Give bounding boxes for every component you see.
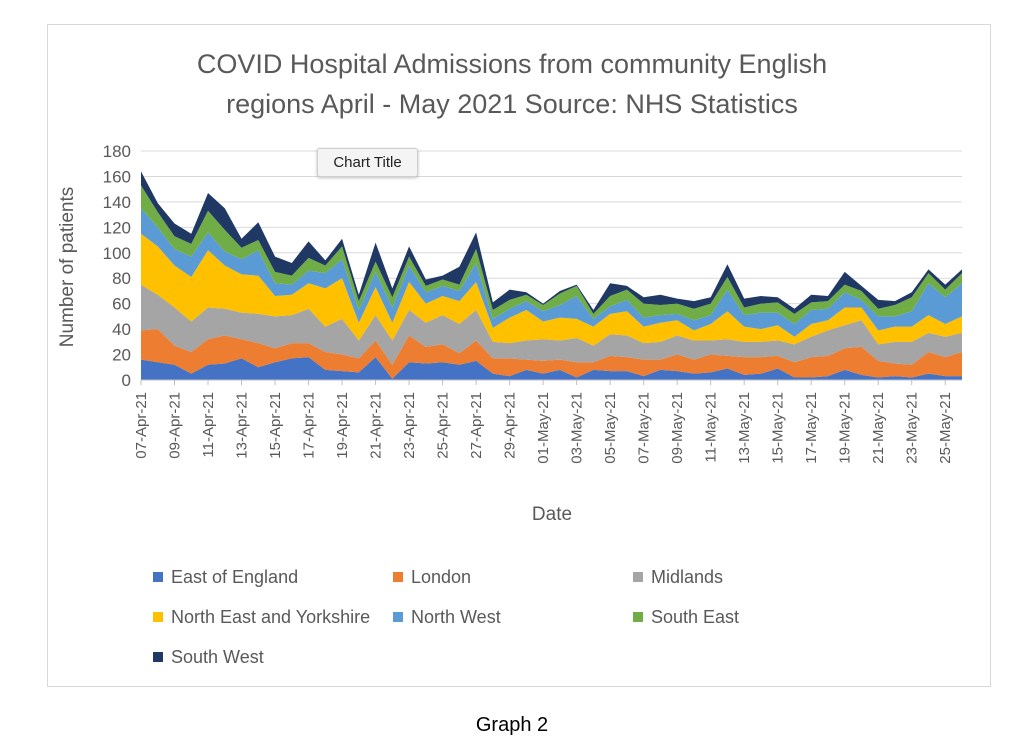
x-tick-label: 23-May-21: [904, 392, 921, 464]
x-tick-label: 13-Apr-21: [234, 392, 251, 459]
y-axis-label: Number of patients: [57, 187, 78, 348]
x-tick-label: 17-May-21: [803, 392, 820, 464]
x-tick-label: 19-May-21: [837, 392, 854, 464]
y-tick-label: 60: [112, 295, 131, 314]
legend-swatch: [633, 612, 643, 622]
legend-item: London: [393, 566, 471, 588]
x-tick-label: 27-Apr-21: [468, 392, 485, 459]
legend-swatch: [153, 612, 163, 622]
area-south-east: [141, 185, 962, 325]
x-tick-label: 23-Apr-21: [401, 392, 418, 459]
chart-title-tooltip: Chart Title: [317, 148, 418, 177]
area-north-west: [141, 208, 962, 337]
y-tick-label: 100: [103, 244, 131, 263]
legend-label: Midlands: [651, 567, 724, 587]
x-tick-label: 11-May-21: [703, 392, 720, 463]
legend-swatch: [393, 572, 403, 582]
y-tick-label: 20: [112, 346, 131, 365]
x-tick-label: 21-May-21: [870, 392, 887, 464]
legend-item: North East and Yorkshire: [153, 606, 370, 628]
legend-swatch: [153, 652, 163, 662]
x-tick-label: 15-Apr-21: [267, 392, 284, 459]
chart-title-line-1: COVID Hospital Admissions from community…: [196, 49, 828, 79]
x-tick-label: 05-May-21: [602, 392, 619, 464]
y-tick-label: 40: [112, 320, 131, 339]
x-tick-label: 13-May-21: [736, 392, 753, 464]
y-tick-label: 80: [112, 269, 131, 288]
legend-item: South West: [153, 646, 264, 668]
x-tick-label: 21-Apr-21: [368, 392, 385, 459]
x-tick-label: 29-Apr-21: [502, 392, 519, 459]
y-tick-label: 120: [103, 218, 131, 237]
x-tick-label: 09-Apr-21: [167, 392, 184, 459]
x-tick-label: 25-Apr-21: [435, 392, 452, 459]
legend-label: South West: [171, 647, 264, 667]
legend-item: North West: [393, 606, 501, 628]
x-tick-label: 03-May-21: [569, 392, 586, 464]
legend-swatch: [153, 572, 163, 582]
axes: [140, 379, 962, 385]
legend-swatch: [393, 612, 403, 622]
area-east-of-england: [141, 357, 962, 380]
x-tick-label: 15-May-21: [770, 392, 787, 464]
y-tick-label: 0: [122, 371, 131, 390]
legend-label: North West: [411, 607, 501, 627]
legend-label: London: [411, 567, 472, 587]
y-tick-label: 180: [103, 142, 131, 161]
legend-item: East of England: [153, 566, 298, 588]
legend-item: South East: [633, 606, 739, 628]
legend-label: East of England: [171, 567, 299, 587]
figure-caption: Graph 2: [475, 714, 549, 736]
x-tick-label: 07-Apr-21: [133, 392, 150, 459]
y-tick-labels: 0 20 40 60 80 100 120 140 160 180: [103, 142, 131, 390]
legend-item: Midlands: [633, 566, 723, 588]
x-tick-label: 11-Apr-21: [200, 392, 217, 458]
chart-title-line-2: regions April - May 2021 Source: NHS Sta…: [226, 89, 798, 119]
x-tick-label: 01-May-21: [535, 392, 552, 464]
y-tick-label: 160: [103, 167, 131, 186]
x-tick-label: 19-Apr-21: [334, 392, 351, 459]
x-tick-labels: 07-Apr-21 09-Apr-21 11-Apr-21 13-Apr-21 15-A…: [133, 392, 954, 464]
x-axis-label: Date: [532, 504, 572, 525]
legend-label: South East: [651, 607, 740, 627]
area-midlands: [141, 284, 962, 365]
x-tick-label: 17-Apr-21: [301, 392, 318, 459]
x-tick-label: 09-May-21: [669, 392, 686, 464]
legend-swatch: [633, 572, 643, 582]
x-tick-label: 25-May-21: [937, 392, 954, 464]
y-tick-label: 140: [103, 193, 131, 212]
area-north-east-and-yorkshire: [141, 233, 962, 346]
legend-label: North East and Yorkshire: [171, 607, 371, 627]
area-series: [141, 171, 962, 380]
x-tick-label: 07-May-21: [636, 392, 653, 464]
area-london: [141, 329, 962, 379]
